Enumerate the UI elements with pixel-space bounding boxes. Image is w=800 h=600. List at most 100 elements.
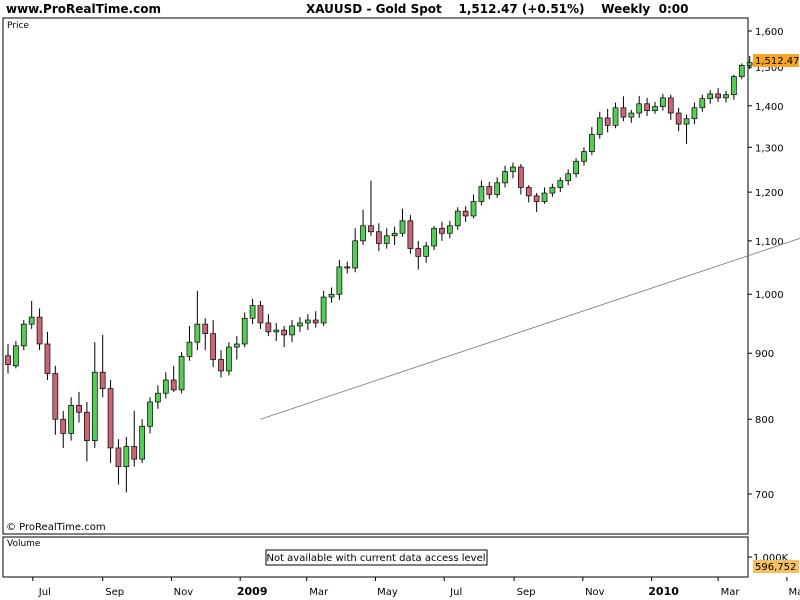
candle-body[interactable] [573,160,579,175]
candle-body[interactable] [549,187,556,194]
candle-body[interactable] [431,227,437,247]
candle-body[interactable] [202,323,209,335]
candle-body[interactable] [525,187,532,197]
candle-body[interactable] [328,293,335,298]
candle-body[interactable] [565,173,572,181]
candle-body[interactable] [541,192,548,202]
candle-body[interactable] [462,210,469,217]
candle-body[interactable] [494,182,501,195]
candle-body[interactable] [399,220,406,234]
candle-body[interactable] [178,356,185,391]
candle-body[interactable] [265,322,272,333]
candle-body[interactable] [139,425,145,460]
candle-body[interactable] [226,346,232,372]
site-name[interactable]: www.ProRealTime.com [6,2,161,16]
candle-body[interactable] [360,225,366,242]
candle-body[interactable] [620,107,627,118]
candle-body[interactable] [257,305,264,324]
candle-body[interactable] [738,64,745,77]
candle-body[interactable] [533,195,540,202]
candle-body[interactable] [170,379,177,391]
candle-body[interactable] [636,103,643,114]
candle-body[interactable] [44,343,51,374]
candle-body[interactable] [115,447,122,468]
candle-body[interactable] [407,220,414,249]
candle-body[interactable] [723,94,729,99]
candle-body[interactable] [446,225,453,234]
x-tick-label: Sep [517,587,536,598]
candle-body[interactable] [320,296,327,324]
candle-body[interactable] [123,446,130,468]
candle-body[interactable] [312,319,319,324]
candle-body[interactable] [368,225,374,233]
candle-body[interactable] [589,134,595,152]
candle-body[interactable] [604,117,611,126]
candle-body[interactable] [84,411,90,441]
candle-body[interactable] [36,316,43,345]
candle-body[interactable] [454,210,461,227]
candle-body[interactable] [13,345,19,367]
candle-body[interactable] [423,245,430,257]
candle-body[interactable] [612,107,619,126]
candle-body[interactable] [5,355,11,365]
candle-body[interactable] [391,232,398,237]
candle-body[interactable] [510,166,516,172]
candle-body[interactable] [470,201,477,217]
candle-body[interactable] [660,97,666,107]
candle-body[interactable] [131,446,138,460]
candle-body[interactable] [478,186,485,202]
candle-body[interactable] [241,317,248,345]
candle-body[interactable] [297,322,303,327]
candle-body[interactable] [415,248,422,257]
candle-body[interactable] [281,329,287,336]
candle-body[interactable] [336,266,343,295]
candle-body[interactable] [375,231,382,244]
candle-body[interactable] [517,166,524,188]
candle-body[interactable] [383,235,390,244]
candle-body[interactable] [683,118,690,125]
candle-body[interactable] [155,392,161,403]
candle-body[interactable] [304,319,311,324]
candle-body[interactable] [52,373,59,420]
trendline[interactable] [260,102,800,420]
candle-body[interactable] [344,266,351,269]
candle-body[interactable] [233,343,240,348]
candle-body[interactable] [20,323,27,347]
candle-body[interactable] [628,112,635,118]
candle-body[interactable] [502,171,508,184]
candle-body[interactable] [596,117,603,135]
candle-body[interactable] [691,107,698,120]
candle-body[interactable] [91,371,98,441]
candle-body[interactable] [147,401,153,427]
candle-body[interactable] [675,112,682,125]
candle-body[interactable] [557,180,564,188]
candle-body[interactable] [210,333,216,360]
candle-body[interactable] [667,97,674,114]
candle-body[interactable] [218,359,224,372]
candle-body[interactable] [186,341,193,357]
candle-body[interactable] [162,379,169,394]
candle-body[interactable] [352,240,359,269]
candle-body[interactable] [707,93,714,99]
candle-body[interactable] [99,371,106,389]
candle-body[interactable] [289,325,295,336]
candle-body[interactable] [581,151,587,162]
candle-body[interactable] [486,186,493,195]
candle-body[interactable] [273,329,280,333]
candle-body[interactable] [249,305,256,319]
candle-body[interactable] [699,98,706,109]
candle-body[interactable] [746,62,753,66]
candle-body[interactable] [60,418,67,434]
candle-body[interactable] [68,405,74,434]
candle-body[interactable] [194,323,201,343]
candle-body[interactable] [731,76,737,96]
candle-body[interactable] [439,227,445,234]
candle-body[interactable] [715,93,721,99]
candle-body[interactable] [76,405,82,413]
candle-body[interactable] [644,103,650,111]
candle-body[interactable] [28,316,35,325]
candle-body[interactable] [107,388,114,449]
last-price-value: 1,512.47 [755,56,800,67]
candle-body[interactable] [652,106,658,111]
